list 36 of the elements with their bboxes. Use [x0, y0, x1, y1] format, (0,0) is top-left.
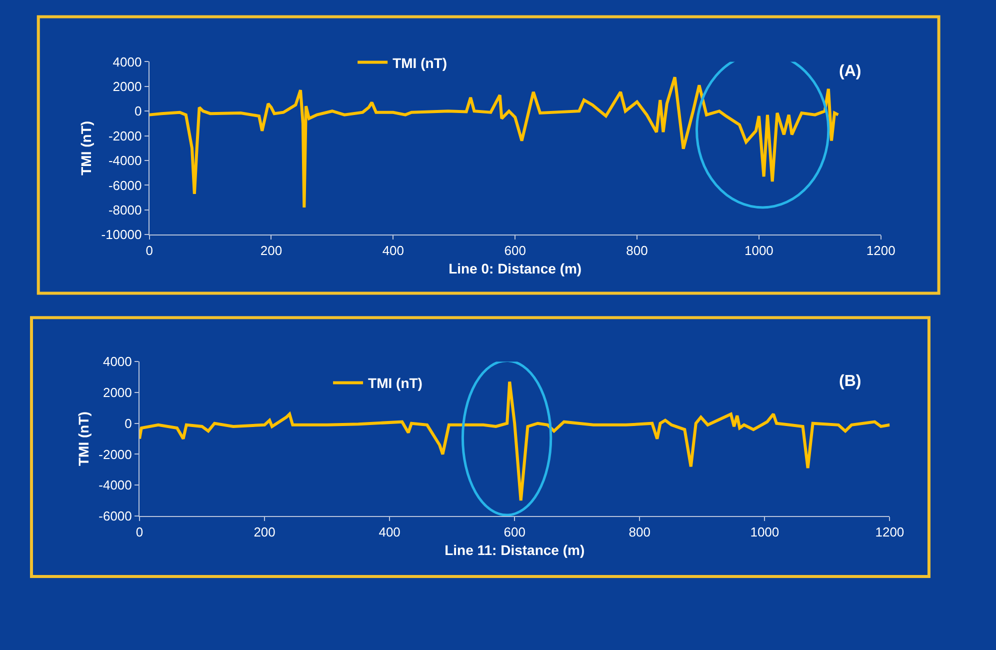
- x-axis-title: Line 0: Distance (m): [448, 260, 582, 277]
- x-tick-label: 800: [628, 524, 650, 540]
- y-tick-label: -6000: [98, 508, 132, 524]
- y-tick-label: 2000: [112, 78, 142, 94]
- y-tick-label: 0: [134, 104, 142, 119]
- x-tick-label: 800: [626, 243, 648, 258]
- x-axis-title: Line 11: Distance (m): [444, 542, 585, 558]
- y-tick-label: -10000: [101, 227, 142, 242]
- y-tick-label: -8000: [108, 202, 142, 218]
- y-tick-label: 2000: [102, 385, 132, 400]
- annotation: (B): [839, 373, 862, 390]
- y-axis-title: TMI (nT): [75, 412, 92, 466]
- y-tick-label: -4000: [98, 478, 132, 493]
- x-tick-label: 600: [504, 524, 526, 540]
- legend-label: TMI (nT): [392, 54, 448, 71]
- x-tick-label: 200: [254, 524, 276, 540]
- y-tick-label: 4000: [102, 354, 132, 370]
- y-tick-label: 4000: [112, 54, 142, 70]
- x-tick-label: 1000: [750, 524, 780, 540]
- y-tick-label: 0: [124, 416, 132, 431]
- x-tick-label: 1200: [875, 524, 904, 540]
- y-tick-label: -2000: [108, 128, 142, 144]
- legend-label: TMI (nT): [368, 375, 422, 392]
- x-tick-label: 200: [260, 243, 282, 258]
- x-tick-label: 1000: [744, 243, 774, 258]
- x-tick-label: 400: [382, 243, 404, 258]
- y-tick-label: -4000: [108, 153, 142, 168]
- annotation: (A): [839, 63, 862, 80]
- x-tick-label: 0: [146, 243, 153, 258]
- x-tick-label: 1200: [866, 243, 896, 258]
- y-tick-label: -6000: [108, 178, 142, 193]
- x-tick-label: 600: [504, 243, 526, 258]
- y-tick-label: -2000: [98, 446, 132, 462]
- x-tick-label: 400: [378, 524, 400, 540]
- y-axis-title: TMI (nT): [78, 120, 94, 176]
- line-series: [149, 76, 840, 209]
